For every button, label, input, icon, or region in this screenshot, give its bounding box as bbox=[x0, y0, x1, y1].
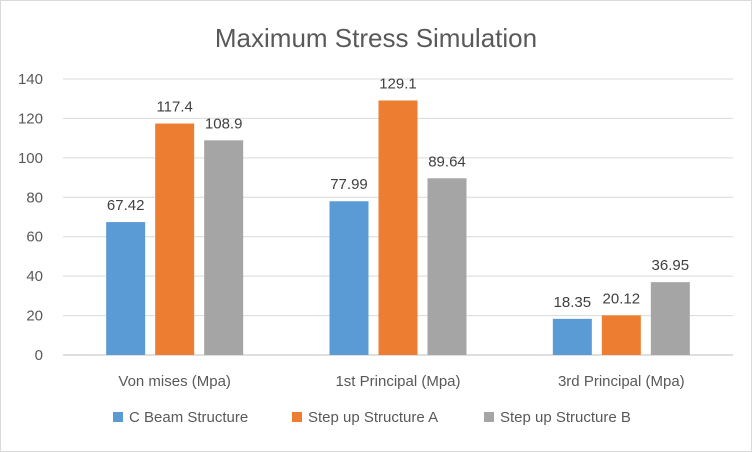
chart-title: Maximum Stress Simulation bbox=[215, 23, 537, 53]
legend-entry: Step up Structure B bbox=[500, 409, 631, 426]
y-tick-label: 100 bbox=[18, 150, 43, 167]
bars bbox=[106, 100, 690, 355]
y-tick-label: 0 bbox=[35, 347, 43, 364]
data-labels: 67.42 117.4 108.9 77.99 129.1 89.64 18.35 20.12… bbox=[107, 75, 689, 310]
y-tick-label: 40 bbox=[26, 268, 43, 285]
bar bbox=[155, 123, 195, 355]
data-label: 89.64 bbox=[428, 153, 466, 170]
bar bbox=[378, 100, 418, 355]
data-label: 20.12 bbox=[603, 290, 641, 307]
bar bbox=[650, 282, 690, 355]
legend-swatch bbox=[113, 412, 123, 422]
y-axis-ticks: 0 20 40 60 80 100 120 140 bbox=[18, 71, 43, 364]
bar bbox=[552, 318, 592, 355]
x-category-label: 1st Principal (Mpa) bbox=[335, 373, 460, 390]
bar bbox=[106, 222, 146, 355]
y-tick-label: 80 bbox=[26, 189, 43, 206]
x-axis-categories: Von mises (Mpa) 1st Principal (Mpa) 3rd Pr… bbox=[118, 373, 684, 390]
y-tick-label: 120 bbox=[18, 110, 43, 127]
legend-entry: Step up Structure A bbox=[308, 409, 438, 426]
y-tick-label: 60 bbox=[26, 229, 43, 246]
y-tick-label: 20 bbox=[26, 308, 43, 325]
data-label: 67.42 bbox=[107, 197, 145, 214]
data-label: 77.99 bbox=[330, 176, 368, 193]
bar bbox=[329, 201, 369, 355]
legend-swatch bbox=[484, 412, 494, 422]
y-tick-label: 140 bbox=[18, 71, 43, 88]
bar bbox=[427, 178, 467, 355]
bar bbox=[601, 315, 641, 355]
x-category-label: Von mises (Mpa) bbox=[118, 373, 231, 390]
legend: C Beam Structure Step up Structure A Step … bbox=[113, 409, 631, 426]
data-label: 18.35 bbox=[554, 294, 592, 311]
data-label: 117.4 bbox=[156, 99, 192, 116]
legend-entry: C Beam Structure bbox=[129, 409, 248, 426]
data-label: 108.9 bbox=[205, 115, 243, 132]
data-label: 36.95 bbox=[652, 257, 690, 274]
bar bbox=[204, 140, 244, 355]
legend-swatch bbox=[292, 412, 302, 422]
data-label: 129.1 bbox=[379, 75, 417, 92]
x-category-label: 3rd Principal (Mpa) bbox=[558, 373, 685, 390]
